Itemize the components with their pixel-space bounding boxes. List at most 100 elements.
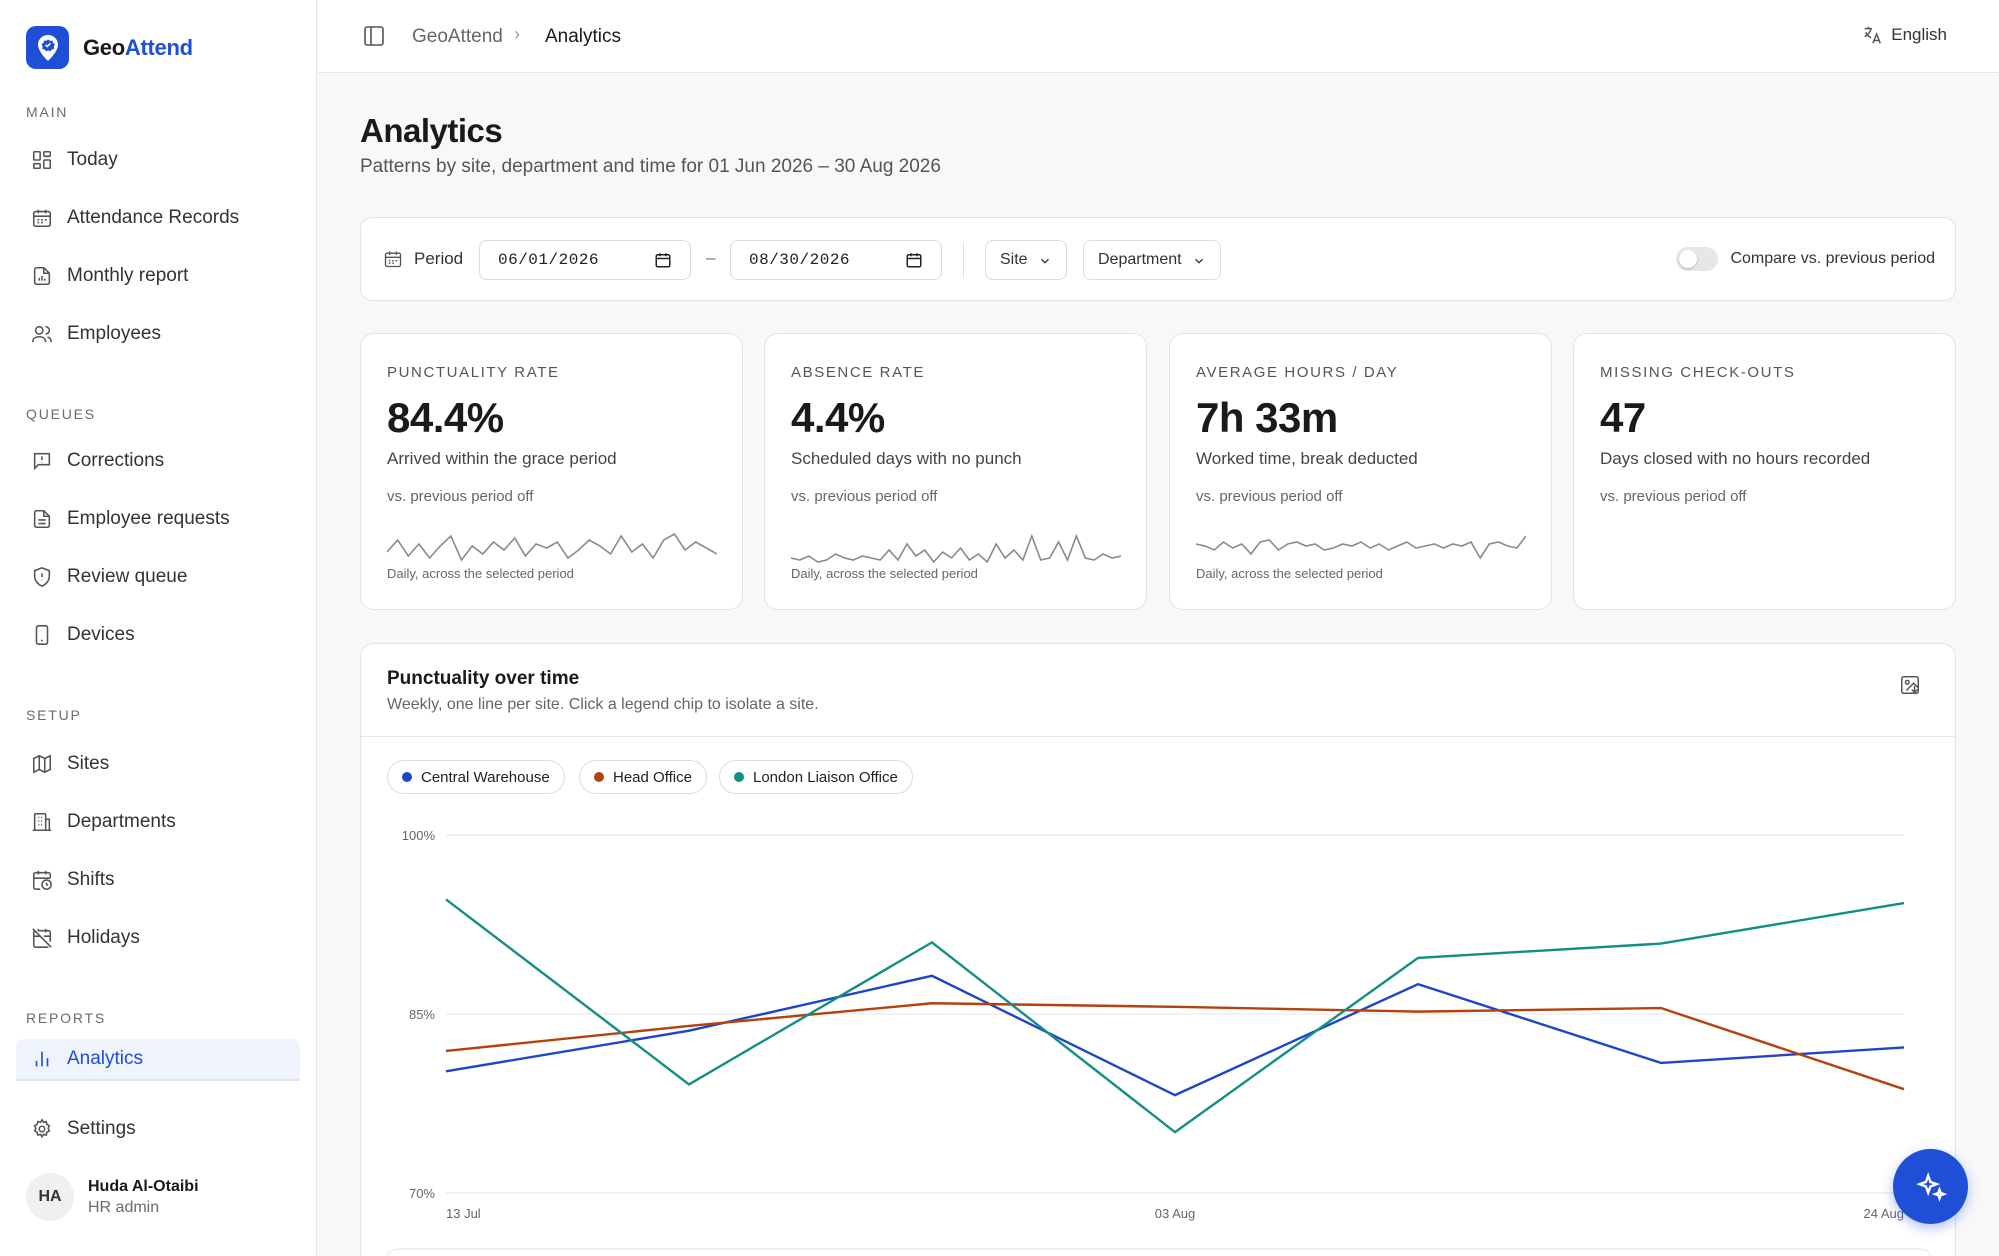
period-label: Period bbox=[383, 249, 463, 269]
kpi-comparison: vs. previous period off bbox=[387, 488, 534, 505]
ai-assistant-button[interactable] bbox=[1893, 1149, 1968, 1224]
bar-chart-icon bbox=[35, 1051, 49, 1067]
kpi-value: 4.4% bbox=[791, 394, 885, 441]
translate-icon bbox=[1864, 26, 1882, 44]
start-date-input[interactable]: 06/01/2026 bbox=[479, 240, 691, 280]
sidebar: GeoAttend MAIN Today Attendance Records … bbox=[0, 0, 317, 1256]
page-subtitle: Patterns by site, department and time fo… bbox=[360, 156, 941, 177]
sparkline-series bbox=[791, 533, 1121, 564]
avatar: HA bbox=[26, 1173, 74, 1221]
legend-dot bbox=[734, 772, 744, 782]
kpi-card-missing-checkouts: MISSING CHECK-OUTS 47 Days closed with n… bbox=[1573, 333, 1956, 610]
y-tick-label: 70% bbox=[409, 1186, 435, 1201]
document-icon bbox=[33, 509, 51, 529]
compare-label: Compare vs. previous period bbox=[1730, 250, 1935, 267]
sparkles-icon bbox=[1915, 1171, 1947, 1202]
brand[interactable]: GeoAttend bbox=[26, 26, 193, 69]
map-icon bbox=[32, 754, 52, 774]
building-icon bbox=[32, 812, 52, 832]
calendar-off-icon bbox=[32, 928, 52, 948]
date-range-separator: – bbox=[706, 248, 716, 267]
series-line-head-office[interactable] bbox=[445, 1002, 1905, 1091]
kpi-description: Scheduled days with no punch bbox=[791, 449, 1022, 468]
legend-chip-central-warehouse[interactable]: Central Warehouse bbox=[387, 760, 565, 794]
language-switcher[interactable]: English bbox=[1861, 24, 1947, 46]
series-line-london-liaison-office[interactable] bbox=[445, 898, 1905, 1134]
sidebar-item-today[interactable]: Today bbox=[16, 139, 300, 181]
sidebar-item-label: Employee requests bbox=[67, 508, 230, 529]
kpi-value: 47 bbox=[1600, 394, 1646, 441]
department-select[interactable]: Department bbox=[1083, 240, 1221, 280]
kpi-label: MISSING CHECK-OUTS bbox=[1600, 364, 1796, 381]
calendar-picker-icon[interactable] bbox=[905, 251, 923, 269]
user-name: Huda Al-Otaibi bbox=[88, 1177, 199, 1195]
legend-chip-head-office[interactable]: Head Office bbox=[579, 760, 707, 794]
section-label-main: MAIN bbox=[26, 104, 69, 120]
sidebar-item-shifts[interactable]: Shifts bbox=[16, 859, 300, 901]
filter-bar: Period 06/01/2026 – 08/30/2026 Site Depa… bbox=[360, 217, 1956, 301]
sidebar-item-employee-requests[interactable]: Employee requests bbox=[16, 498, 300, 540]
end-date-input[interactable]: 08/30/2026 bbox=[730, 240, 942, 280]
grid-icon bbox=[32, 150, 52, 170]
legend-label: London Liaison Office bbox=[753, 768, 898, 786]
topbar: GeoAttend › Analytics English bbox=[318, 0, 1999, 73]
user-profile[interactable]: HA Huda Al-Otaibi HR admin bbox=[26, 1173, 199, 1221]
sidebar-item-monthly-report[interactable]: Monthly report bbox=[16, 255, 300, 297]
sidebar-item-label: Today bbox=[67, 149, 118, 170]
x-tick-label: 03 Aug bbox=[1155, 1206, 1196, 1221]
kpi-footnote: Daily, across the selected period bbox=[791, 566, 978, 581]
image-download-icon[interactable] bbox=[1899, 674, 1921, 696]
gear-icon bbox=[33, 1118, 51, 1139]
punctuality-chart-card: Punctuality over time Weekly, one line p… bbox=[360, 643, 1956, 1256]
kpi-card-punctuality: PUNCTUALITY RATE 84.4% Arrived within th… bbox=[360, 333, 743, 610]
sidebar-item-departments[interactable]: Departments bbox=[16, 801, 300, 843]
kpi-sparkline bbox=[1196, 535, 1526, 560]
shield-alert-icon bbox=[33, 567, 51, 588]
divider bbox=[963, 242, 964, 278]
sidebar-item-label: Holidays bbox=[67, 927, 140, 948]
y-tick-label: 85% bbox=[409, 1007, 435, 1022]
series-line-central-warehouse[interactable] bbox=[445, 974, 1905, 1097]
compare-switch[interactable] bbox=[1676, 247, 1719, 271]
sidebar-item-settings[interactable]: Settings bbox=[16, 1108, 300, 1150]
kpi-footnote: Daily, across the selected period bbox=[387, 566, 574, 581]
legend-dot bbox=[402, 772, 412, 782]
chart-title: Punctuality over time bbox=[387, 668, 580, 689]
kpi-label: ABSENCE RATE bbox=[791, 364, 925, 381]
sidebar-item-label: Settings bbox=[67, 1118, 136, 1139]
sidebar-item-holidays[interactable]: Holidays bbox=[16, 917, 300, 959]
sparkline-series bbox=[1196, 535, 1526, 560]
sidebar-item-sites[interactable]: Sites bbox=[16, 743, 300, 785]
users-icon bbox=[32, 325, 52, 343]
legend-chip-london-liaison-office[interactable]: London Liaison Office bbox=[719, 760, 913, 794]
sidebar-item-attendance-records[interactable]: Attendance Records bbox=[16, 197, 300, 239]
site-select[interactable]: Site bbox=[985, 240, 1067, 280]
calendar-icon bbox=[32, 209, 52, 228]
sidebar-item-devices[interactable]: Devices bbox=[16, 614, 300, 656]
kpi-comparison: vs. previous period off bbox=[1196, 488, 1343, 505]
language-label: English bbox=[1891, 25, 1947, 44]
compare-toggle[interactable]: Compare vs. previous period bbox=[1676, 247, 1935, 271]
kpi-card-absence: ABSENCE RATE 4.4% Scheduled days with no… bbox=[764, 333, 1147, 610]
sidebar-toggle-icon[interactable] bbox=[362, 24, 386, 48]
sidebar-item-analytics[interactable]: Analytics bbox=[16, 1039, 300, 1081]
brand-name: GeoAttend bbox=[83, 34, 193, 60]
sidebar-item-review-queue[interactable]: Review queue bbox=[16, 556, 300, 598]
legend-dot bbox=[594, 772, 604, 782]
sidebar-item-label: Attendance Records bbox=[67, 207, 240, 228]
y-tick-label: 100% bbox=[402, 828, 436, 843]
chevron-down-icon bbox=[1040, 258, 1049, 264]
chart-subtitle: Weekly, one line per site. Click a legen… bbox=[387, 696, 819, 713]
page-title: Analytics bbox=[360, 112, 503, 149]
punctuality-line-chart: 100% 85% 70% 13 Jul 03 Aug 24 Aug bbox=[386, 828, 1932, 1256]
kpi-description: Days closed with no hours recorded bbox=[1600, 449, 1871, 468]
sidebar-item-employees[interactable]: Employees bbox=[16, 313, 300, 355]
kpi-value: 7h 33m bbox=[1196, 394, 1338, 441]
divider bbox=[361, 736, 1955, 737]
x-tick-label: 24 Aug bbox=[1864, 1206, 1905, 1221]
calendar-picker-icon[interactable] bbox=[654, 251, 672, 269]
phone-icon bbox=[35, 625, 49, 645]
sidebar-item-corrections[interactable]: Corrections bbox=[16, 440, 300, 482]
legend-label: Central Warehouse bbox=[421, 768, 550, 786]
breadcrumb-root[interactable]: GeoAttend bbox=[412, 26, 503, 47]
